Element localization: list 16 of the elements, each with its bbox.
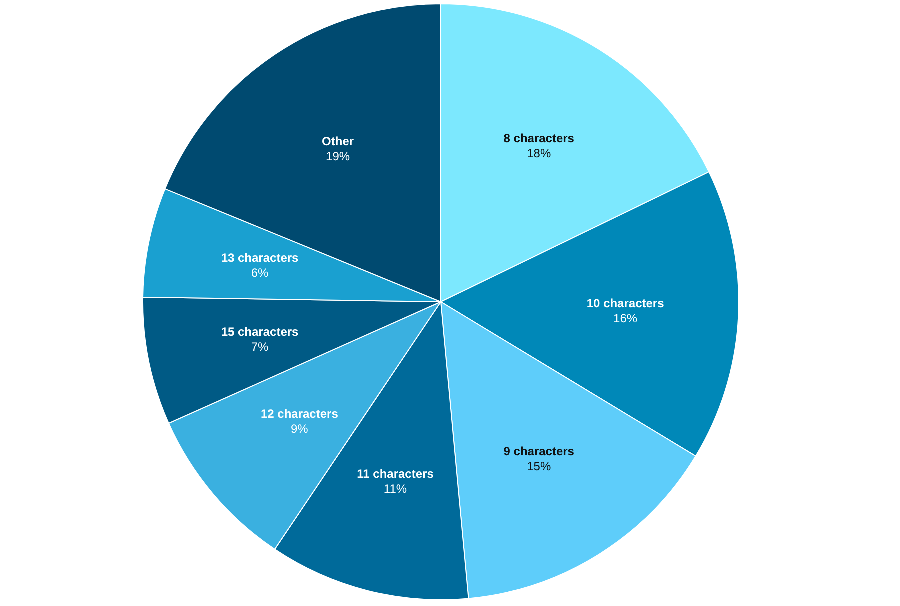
slice-label: 9 characters xyxy=(504,444,575,459)
slice-label: 13 characters xyxy=(221,250,300,265)
data-label: 11% xyxy=(384,482,408,496)
data-label: 19% xyxy=(326,150,350,164)
slice-label: 10 characters xyxy=(586,296,665,311)
slice-label: 11 characters xyxy=(357,467,434,482)
slice-label: 8 characters xyxy=(504,131,575,146)
slice-label: Other xyxy=(322,134,354,149)
slice-label: 15 characters xyxy=(221,325,300,340)
data-label: 15% xyxy=(527,460,552,474)
data-label: 16% xyxy=(614,312,638,326)
data-label: 7% xyxy=(251,340,270,354)
slice-label: 12 characters xyxy=(260,407,339,422)
data-label: 18% xyxy=(527,146,552,160)
data-label: 9% xyxy=(291,422,309,436)
data-label: 6% xyxy=(251,266,270,280)
